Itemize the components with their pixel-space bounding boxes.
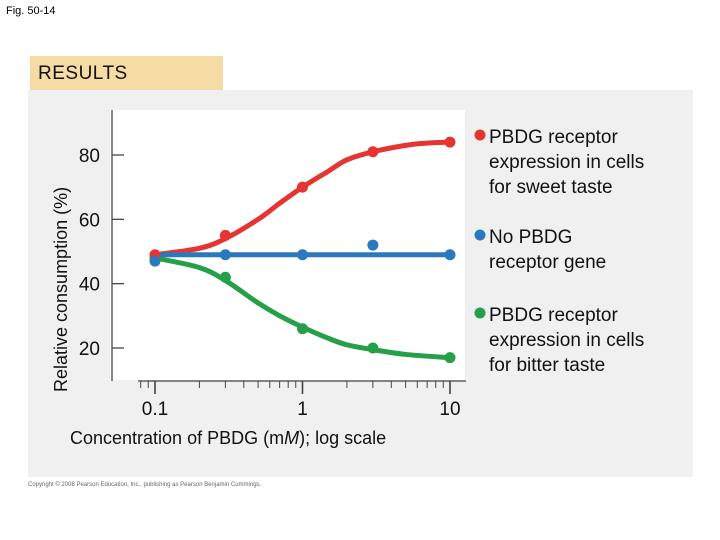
- data-point-sweet-3: [367, 146, 379, 158]
- legend-marker-sweet: [474, 129, 486, 141]
- x-axis-title-unit: M: [284, 428, 299, 448]
- figure-label: Fig. 50-14: [6, 5, 56, 17]
- y-axis-title: Relative consumption (%): [51, 187, 71, 392]
- data-point-none-1: [219, 249, 231, 261]
- data-point-none-2: [297, 249, 308, 261]
- data-point-none-3: [367, 239, 379, 251]
- legend-marker-none: [474, 229, 486, 241]
- x-axis-title-part-1: Concentration of PBDG (m: [70, 428, 284, 448]
- x-axis-title-part-3: ); log scale: [299, 428, 386, 448]
- plot-area: [110, 110, 465, 380]
- x-tick-label-10: 10: [439, 399, 460, 420]
- legend-label-bitter-line-2: expression in cells: [489, 330, 644, 351]
- legend-marker-bitter: [474, 307, 486, 319]
- series-line-bitter: [152, 255, 453, 361]
- data-point-sweet-1: [219, 229, 231, 241]
- legend-label-bitter-line-3: for bitter taste: [489, 355, 605, 376]
- data-point-bitter-2: [297, 323, 308, 335]
- legend-label-sweet-line-2: expression in cells: [489, 152, 644, 173]
- legend-label-bitter-line-1: PBDG receptor: [489, 305, 618, 326]
- x-ticks: 0.1 1 10: [140, 381, 461, 420]
- data-point-none-4: [444, 249, 456, 261]
- axes: 20 40 60 80 0.1 1 10: [79, 110, 466, 420]
- y-tick-label-20: 20: [79, 339, 100, 360]
- data-point-sweet-4: [444, 136, 456, 148]
- legend-label-sweet-line-1: PBDG receptor: [489, 127, 618, 148]
- data-point-bitter-1: [219, 271, 231, 283]
- legend-label-sweet-line-3: for sweet taste: [489, 177, 613, 198]
- data-point-none-0: [149, 255, 161, 267]
- series-line-sweet: [152, 139, 453, 258]
- legend-label-none-line-1: No PBDG: [489, 227, 572, 248]
- y-tick-label-80: 80: [79, 146, 100, 167]
- series-layer: [149, 136, 456, 364]
- copyright-notice: Copyright © 2008 Pearson Education, Inc.…: [28, 482, 262, 488]
- legend-label-none-line-2: receptor gene: [489, 252, 606, 273]
- x-axis-title: Concentration of PBDG (mM); log scale: [70, 428, 386, 448]
- y-tick-label-60: 60: [79, 210, 100, 231]
- data-point-sweet-2: [297, 181, 308, 193]
- results-banner: RESULTS: [30, 56, 223, 90]
- data-point-bitter-4: [444, 352, 456, 364]
- legend: PBDG receptor expression in cells for swee…: [474, 127, 644, 376]
- x-tick-label-0.1: 0.1: [142, 399, 168, 420]
- y-ticks: 20 40 60 80: [79, 146, 124, 360]
- x-tick-label-1: 1: [297, 399, 308, 420]
- y-tick-label-40: 40: [79, 275, 100, 296]
- results-label: RESULTS: [38, 63, 128, 84]
- data-point-bitter-3: [367, 342, 379, 354]
